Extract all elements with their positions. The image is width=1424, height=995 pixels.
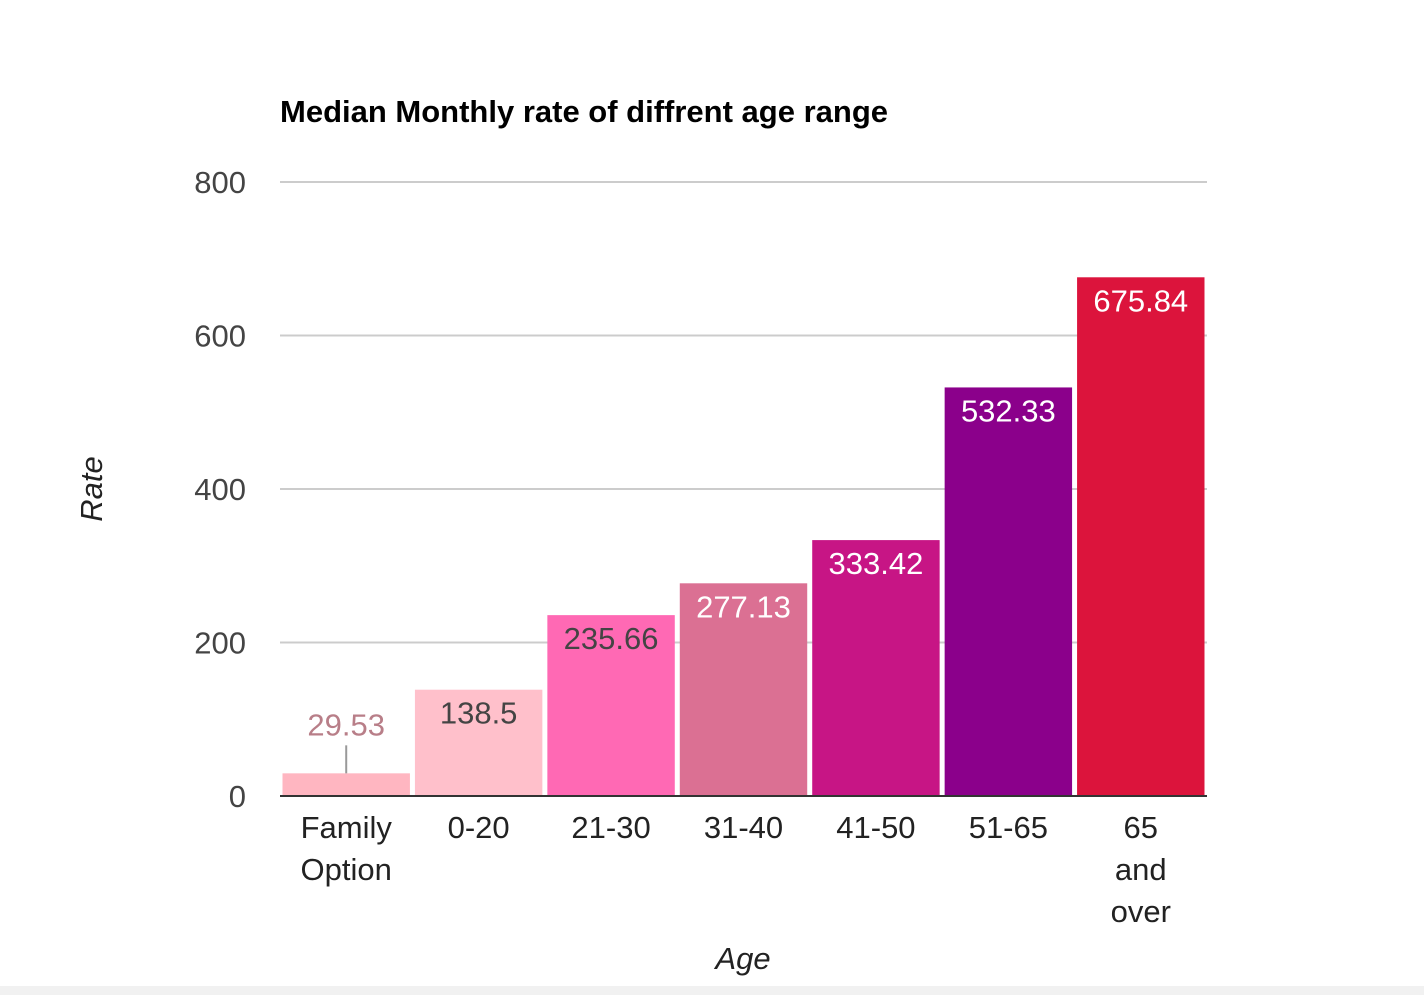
bar xyxy=(547,615,675,796)
x-tick-label: 41-50 xyxy=(836,810,915,845)
bar xyxy=(1077,277,1205,796)
y-tick-label: 0 xyxy=(229,779,246,814)
y-tick-label: 200 xyxy=(194,626,246,661)
x-tick-label: 31-40 xyxy=(704,810,783,845)
y-tick-label: 600 xyxy=(194,319,246,354)
data-label: 532.33 xyxy=(961,393,1056,428)
data-label: 29.53 xyxy=(307,707,385,742)
data-label: 235.66 xyxy=(564,621,659,656)
x-tick-label: Family xyxy=(301,810,393,845)
data-labels: 29.53 138.5 235.66 277.13 333.42 532.33 675.84 xyxy=(307,283,1188,774)
x-tick-label: 0-20 xyxy=(448,810,510,845)
data-label: 675.84 xyxy=(1093,283,1188,318)
bottom-strip xyxy=(0,986,1424,995)
chart-title: Median Monthly rate of diffrent age rang… xyxy=(280,94,888,129)
data-label: 277.13 xyxy=(696,589,791,624)
x-tick-label: and xyxy=(1115,852,1167,887)
bar xyxy=(679,583,808,796)
x-tick-label: Option xyxy=(301,852,392,887)
x-tick-label: 21-30 xyxy=(571,810,650,845)
bar xyxy=(282,773,410,796)
data-label: 138.5 xyxy=(440,696,518,731)
bar xyxy=(944,387,1073,796)
x-tick-label: 51-65 xyxy=(969,810,1048,845)
y-tick-labels: 0 200 400 600 800 xyxy=(194,165,246,814)
y-axis-title: Rate xyxy=(74,456,109,521)
y-tick-label: 400 xyxy=(194,472,246,507)
x-tick-label: over xyxy=(1111,894,1171,929)
data-label: 333.42 xyxy=(829,546,924,581)
x-tick-label: 65 xyxy=(1124,810,1158,845)
x-axis-title: Age xyxy=(713,941,770,976)
y-tick-label: 800 xyxy=(194,165,246,200)
bar xyxy=(414,689,543,796)
bars xyxy=(282,277,1205,796)
x-tick-labels: Family Option 0-20 21-30 31-40 41-50 51-65 65 an… xyxy=(301,810,1171,929)
bar xyxy=(812,540,940,796)
